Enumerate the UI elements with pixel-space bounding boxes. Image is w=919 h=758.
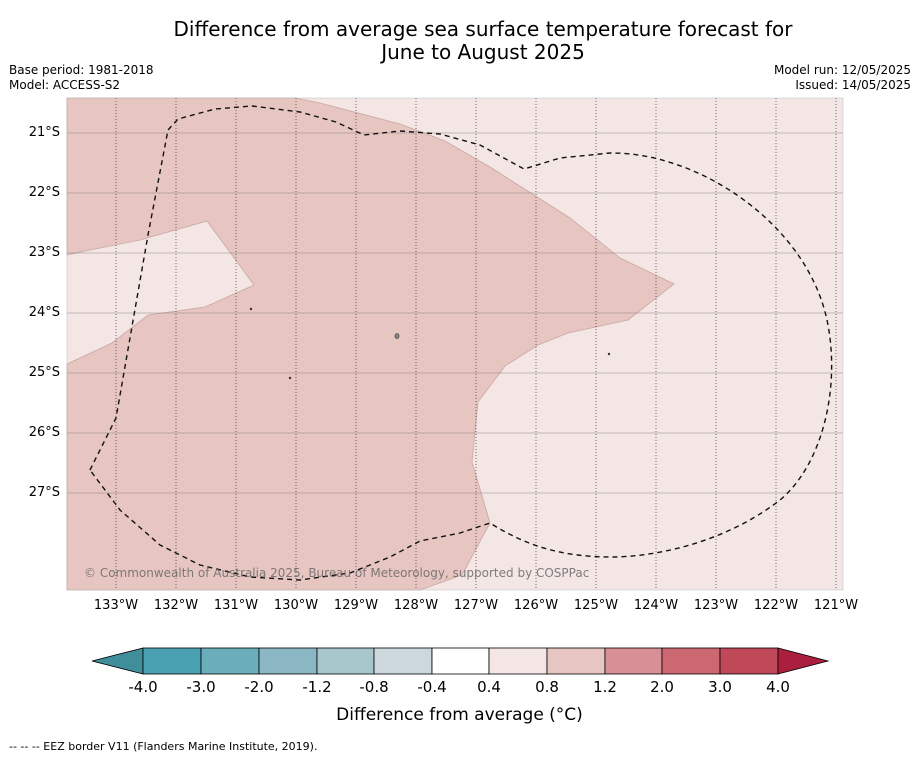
- colorbar-segment: [661, 647, 721, 675]
- lon-label: 125°W: [573, 598, 619, 613]
- lon-label: 126°W: [513, 598, 559, 613]
- colorbar-segment: [316, 647, 375, 675]
- lat-label: 22°S: [28, 185, 60, 200]
- colorbar-segment: [142, 647, 202, 675]
- map-frame: [66, 97, 844, 591]
- lat-label: 21°S: [28, 125, 60, 140]
- lon-label: 123°W: [693, 598, 739, 613]
- meta-left: Base period: 1981-2018 Model: ACCESS-S2: [9, 63, 154, 93]
- lon-label: 130°W: [273, 598, 319, 613]
- chart-title: Difference from average sea surface temp…: [0, 18, 919, 64]
- model-run: Model run: 12/05/2025: [773, 63, 911, 77]
- title-line-1: Difference from average sea surface temp…: [173, 17, 793, 41]
- colorbar-segment: [431, 647, 490, 675]
- colorbar-extend-low: [91, 647, 144, 675]
- lon-label: 129°W: [333, 598, 379, 613]
- colorbar-tick: -4.0: [128, 678, 158, 696]
- eez-border: [89, 105, 833, 581]
- colorbar-tick: -0.8: [359, 678, 389, 696]
- colorbar-tick: 0.4: [477, 678, 501, 696]
- lon-label: 121°W: [813, 598, 859, 613]
- island-marker: [288, 376, 292, 380]
- title-line-2: June to August 2025: [381, 40, 585, 64]
- colorbar-tick: -0.4: [417, 678, 447, 696]
- colorbar-extend-high: [777, 647, 830, 675]
- colorbar-tick: -3.0: [186, 678, 216, 696]
- lat-label: 23°S: [28, 245, 60, 260]
- colorbar-label: Difference from average (°C): [336, 705, 583, 725]
- lon-gridlines: [115, 98, 837, 590]
- base-period: Base period: 1981-2018: [9, 63, 154, 77]
- lat-label: 27°S: [28, 485, 60, 500]
- lon-label: 132°W: [153, 598, 199, 613]
- colorbar-tick: -2.0: [244, 678, 274, 696]
- copyright-notice: © Commonwealth of Australia 2025, Bureau…: [84, 566, 590, 580]
- lon-label: 133°W: [93, 598, 139, 613]
- lon-label: 131°W: [213, 598, 259, 613]
- lat-gridlines: [67, 132, 843, 494]
- lon-label: 128°W: [393, 598, 439, 613]
- lat-label: 25°S: [28, 365, 60, 380]
- colorbar-segment: [488, 647, 548, 675]
- colorbar-tick: 0.8: [535, 678, 559, 696]
- model-name: Model: ACCESS-S2: [9, 78, 121, 92]
- colorbar-segment: [604, 647, 663, 675]
- colorbar-tick: -1.2: [302, 678, 332, 696]
- eez-footnote: -- -- -- EEZ border V11 (Flanders Marine…: [9, 740, 318, 753]
- colorbar-tick: 4.0: [766, 678, 790, 696]
- lon-label: 127°W: [453, 598, 499, 613]
- colorbar-segment: [258, 647, 318, 675]
- meta-right: Model run: 12/05/2025 Issued: 14/05/2025: [774, 63, 911, 93]
- colorbar-tick: 3.0: [708, 678, 732, 696]
- island-marker: [607, 352, 611, 356]
- island-marker: [394, 333, 400, 339]
- lat-label: 24°S: [28, 305, 60, 320]
- colorbar-segment: [200, 647, 260, 675]
- island-marker: [249, 307, 253, 311]
- colorbar-segment: [719, 647, 779, 675]
- colorbar: [91, 647, 830, 675]
- colorbar-segment: [546, 647, 606, 675]
- anomaly-region-0-8-1-2: [66, 97, 675, 591]
- colorbar-tick: 1.2: [593, 678, 617, 696]
- lat-label: 26°S: [28, 425, 60, 440]
- colorbar-tick: 2.0: [650, 678, 674, 696]
- lon-label: 122°W: [753, 598, 799, 613]
- colorbar-segment: [373, 647, 433, 675]
- islands: [249, 307, 611, 380]
- issued-date: Issued: 14/05/2025: [795, 78, 911, 92]
- lon-label: 124°W: [633, 598, 679, 613]
